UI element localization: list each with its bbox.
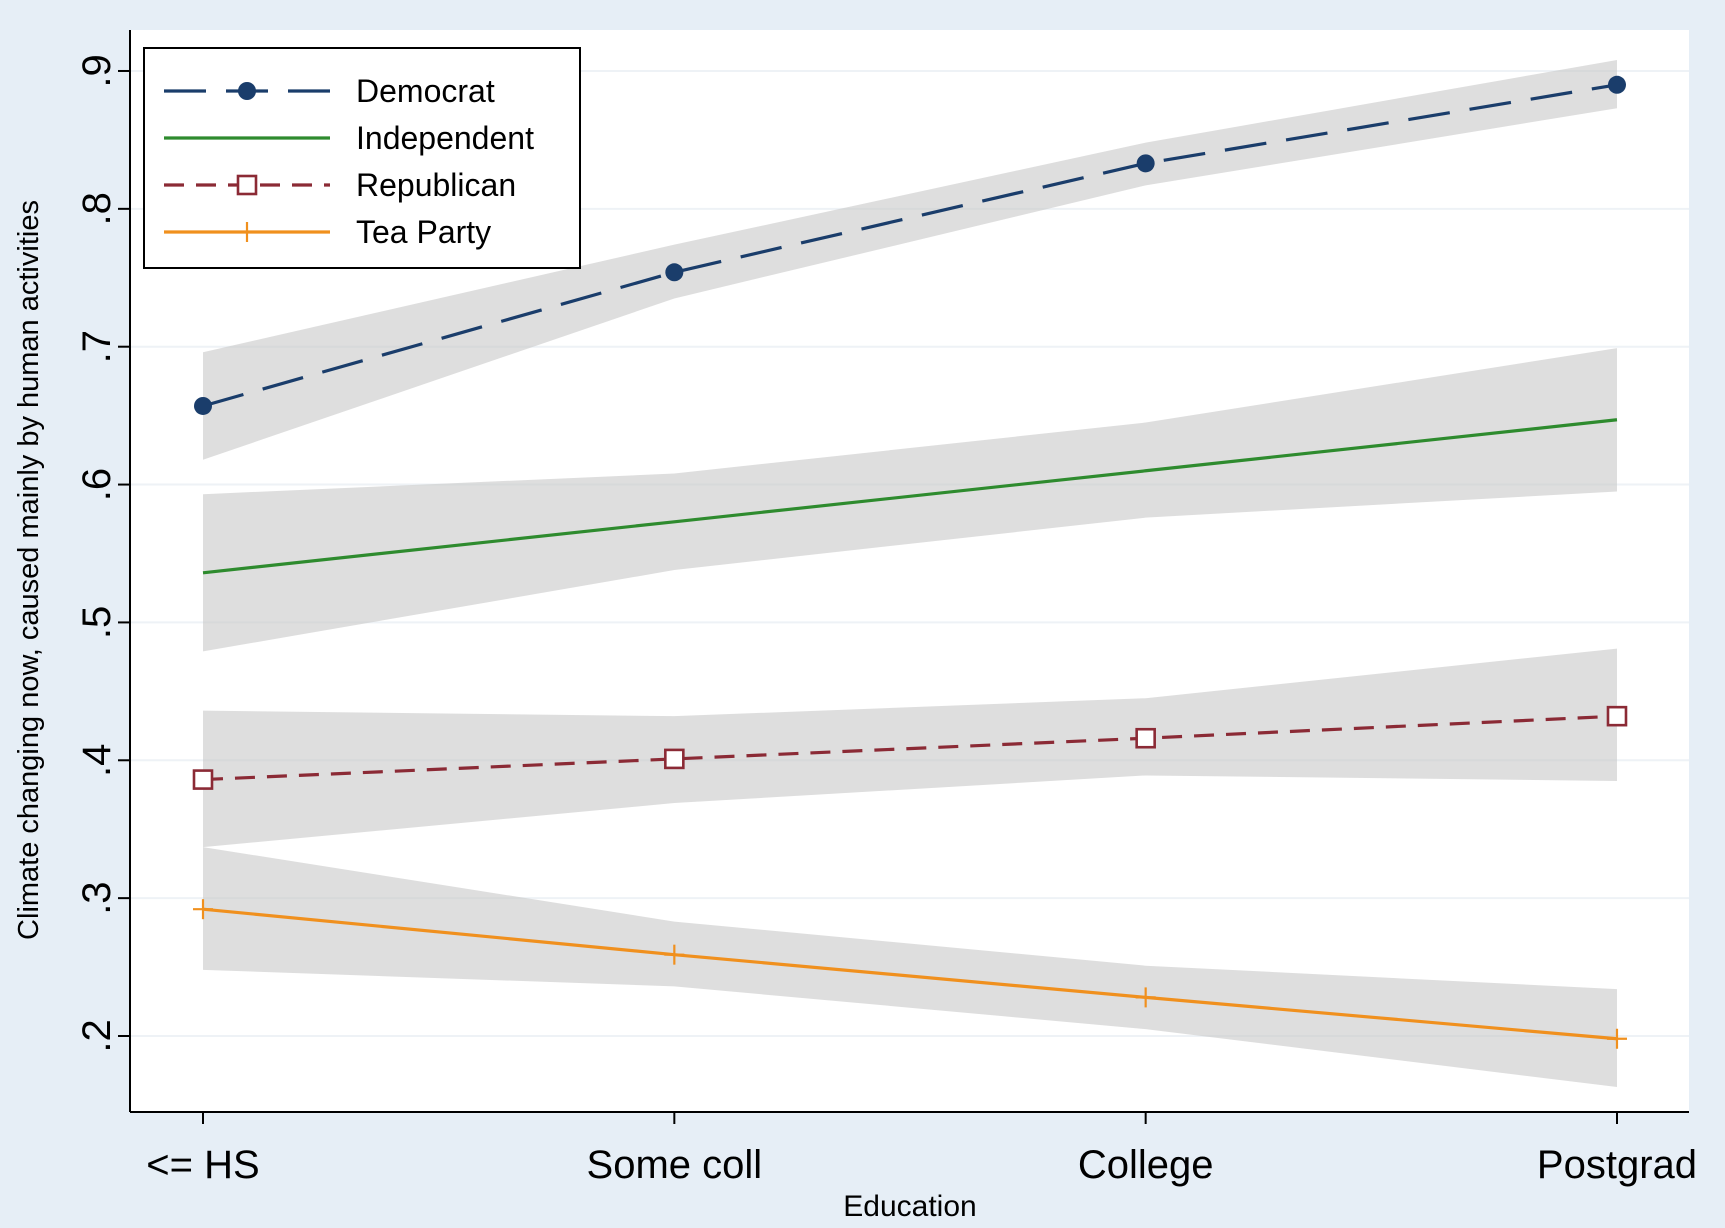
axes <box>129 30 1689 1113</box>
data-point <box>665 263 684 282</box>
legend-label: Republican <box>356 167 516 203</box>
y-axis-label: Climate changing now, caused mainly by h… <box>13 200 45 940</box>
series-line-democrat <box>202 83 1618 408</box>
data-point <box>664 944 685 965</box>
y-tick-label: .6 <box>75 468 119 501</box>
data-point <box>1136 154 1155 173</box>
data-point <box>1606 705 1628 727</box>
legend-swatch-marker <box>236 174 258 196</box>
data-point <box>1607 75 1626 94</box>
legend: Democrat Independent Republican Tea Party <box>143 47 581 269</box>
legend-label: Independent <box>356 120 534 156</box>
x-axis-label: Education <box>843 1190 976 1223</box>
series-line-tea-party <box>202 907 1618 1041</box>
y-tick-label: .9 <box>75 54 119 87</box>
legend-label: Democrat <box>356 73 495 109</box>
legend-swatch-marker <box>237 222 257 242</box>
y-tick-label: .7 <box>75 330 119 363</box>
y-tick-label: .4 <box>75 744 119 777</box>
confidence-band-democrat <box>203 59 1617 460</box>
y-tick-label: .5 <box>75 606 119 639</box>
y-axis-ticks: .2 .3 .4 .5 .6 .7 .8 .9 <box>75 54 130 1053</box>
series-lines <box>202 83 1618 1041</box>
data-point <box>193 899 213 920</box>
y-tick-label: .3 <box>75 881 119 914</box>
x-tick-label: Postgrad <box>1537 1143 1697 1187</box>
data-point <box>1135 727 1156 749</box>
x-tick-label: <= HS <box>146 1143 259 1187</box>
x-axis-ticks: <= HS Some coll College Postgrad <box>146 1112 1697 1187</box>
data-point <box>664 748 685 770</box>
y-tick-label: .8 <box>75 192 119 225</box>
x-tick-label: Some coll <box>587 1143 763 1187</box>
data-point <box>192 769 214 790</box>
series-line-independent <box>202 418 1618 575</box>
confidence-band-tea-party <box>203 847 1617 1088</box>
x-tick-label: College <box>1078 1143 1214 1187</box>
legend-swatch-marker <box>238 82 256 100</box>
data-point <box>1606 1028 1627 1049</box>
confidence-band-independent <box>203 348 1617 652</box>
legend-label: Tea Party <box>356 214 491 250</box>
data-point <box>194 396 212 415</box>
series-line-republican <box>202 714 1618 782</box>
y-tick-label: .2 <box>75 1019 119 1052</box>
series-markers <box>192 75 1628 1049</box>
data-point <box>1135 987 1156 1008</box>
